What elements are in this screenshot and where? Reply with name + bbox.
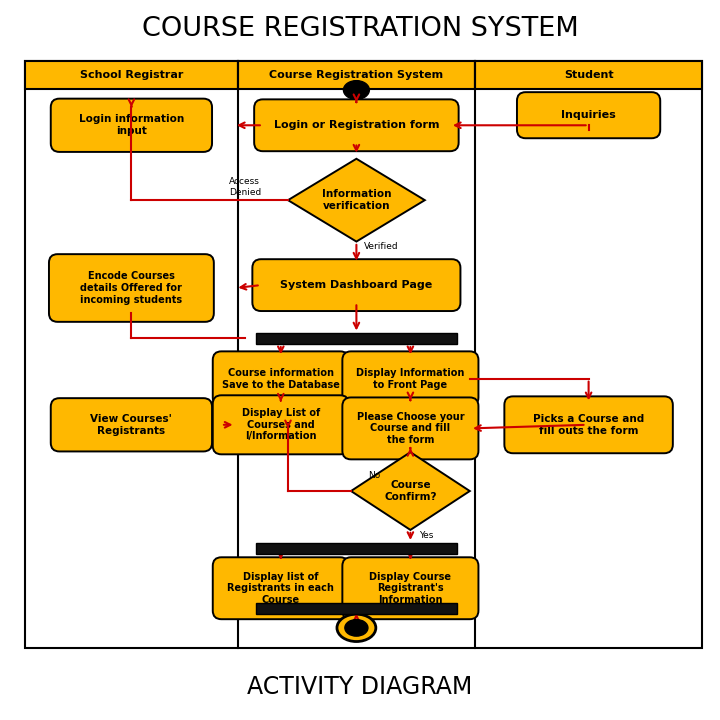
Text: Login or Registration form: Login or Registration form (274, 120, 439, 130)
Ellipse shape (337, 614, 376, 642)
FancyBboxPatch shape (49, 254, 214, 322)
FancyBboxPatch shape (213, 351, 348, 406)
Text: Information
verification: Information verification (322, 189, 391, 211)
Ellipse shape (345, 619, 368, 636)
Bar (25, 61, 702, 648)
Text: View Courses'
Registrants: View Courses' Registrants (91, 414, 172, 436)
Text: Display Course
Registrant's
Information: Display Course Registrant's Information (369, 572, 451, 605)
FancyBboxPatch shape (213, 395, 348, 454)
Text: System Dashboard Page: System Dashboard Page (280, 280, 433, 290)
Text: No: No (368, 471, 381, 480)
Text: School Registrar: School Registrar (80, 70, 183, 80)
Text: Display List of
Courses and
I/Information: Display List of Courses and I/Informatio… (242, 408, 320, 441)
FancyBboxPatch shape (517, 92, 660, 138)
Text: Inquiries: Inquiries (561, 110, 616, 120)
Text: Please Choose your
Course and fill
the form: Please Choose your Course and fill the f… (356, 412, 464, 445)
Text: Encode Courses
details Offered for
incoming students: Encode Courses details Offered for incom… (81, 271, 182, 305)
FancyBboxPatch shape (504, 396, 673, 454)
Polygon shape (288, 158, 425, 242)
Bar (256, 603, 457, 614)
Text: Display list of
Registrants in each
Course: Display list of Registrants in each Cour… (228, 572, 334, 605)
Bar (256, 333, 457, 344)
Text: Course information
Save to the Database: Course information Save to the Database (222, 368, 340, 390)
Text: COURSE REGISTRATION SYSTEM: COURSE REGISTRATION SYSTEM (142, 16, 578, 42)
FancyBboxPatch shape (343, 397, 478, 459)
Polygon shape (351, 452, 469, 530)
Text: Access
Denied: Access Denied (229, 178, 261, 197)
Ellipse shape (343, 81, 369, 99)
Text: Picks a Course and
fill outs the form: Picks a Course and fill outs the form (533, 414, 644, 436)
FancyBboxPatch shape (50, 398, 212, 451)
Text: Login information
input: Login information input (78, 114, 184, 136)
Text: Student: Student (564, 70, 613, 80)
FancyBboxPatch shape (252, 259, 461, 311)
Text: Course Registration System: Course Registration System (269, 70, 444, 80)
FancyBboxPatch shape (343, 557, 478, 619)
Text: Display Information
to Front Page: Display Information to Front Page (356, 368, 464, 390)
Text: Course
Confirm?: Course Confirm? (384, 480, 436, 502)
FancyBboxPatch shape (254, 99, 459, 151)
Bar (238, 61, 475, 89)
Bar (256, 543, 457, 554)
FancyBboxPatch shape (213, 557, 348, 619)
Text: Verified: Verified (364, 243, 399, 251)
Text: Yes: Yes (419, 531, 433, 540)
FancyBboxPatch shape (50, 99, 212, 152)
Bar (25, 61, 238, 89)
Bar (475, 61, 702, 89)
FancyBboxPatch shape (343, 351, 478, 406)
Text: ACTIVITY DIAGRAM: ACTIVITY DIAGRAM (248, 675, 472, 699)
